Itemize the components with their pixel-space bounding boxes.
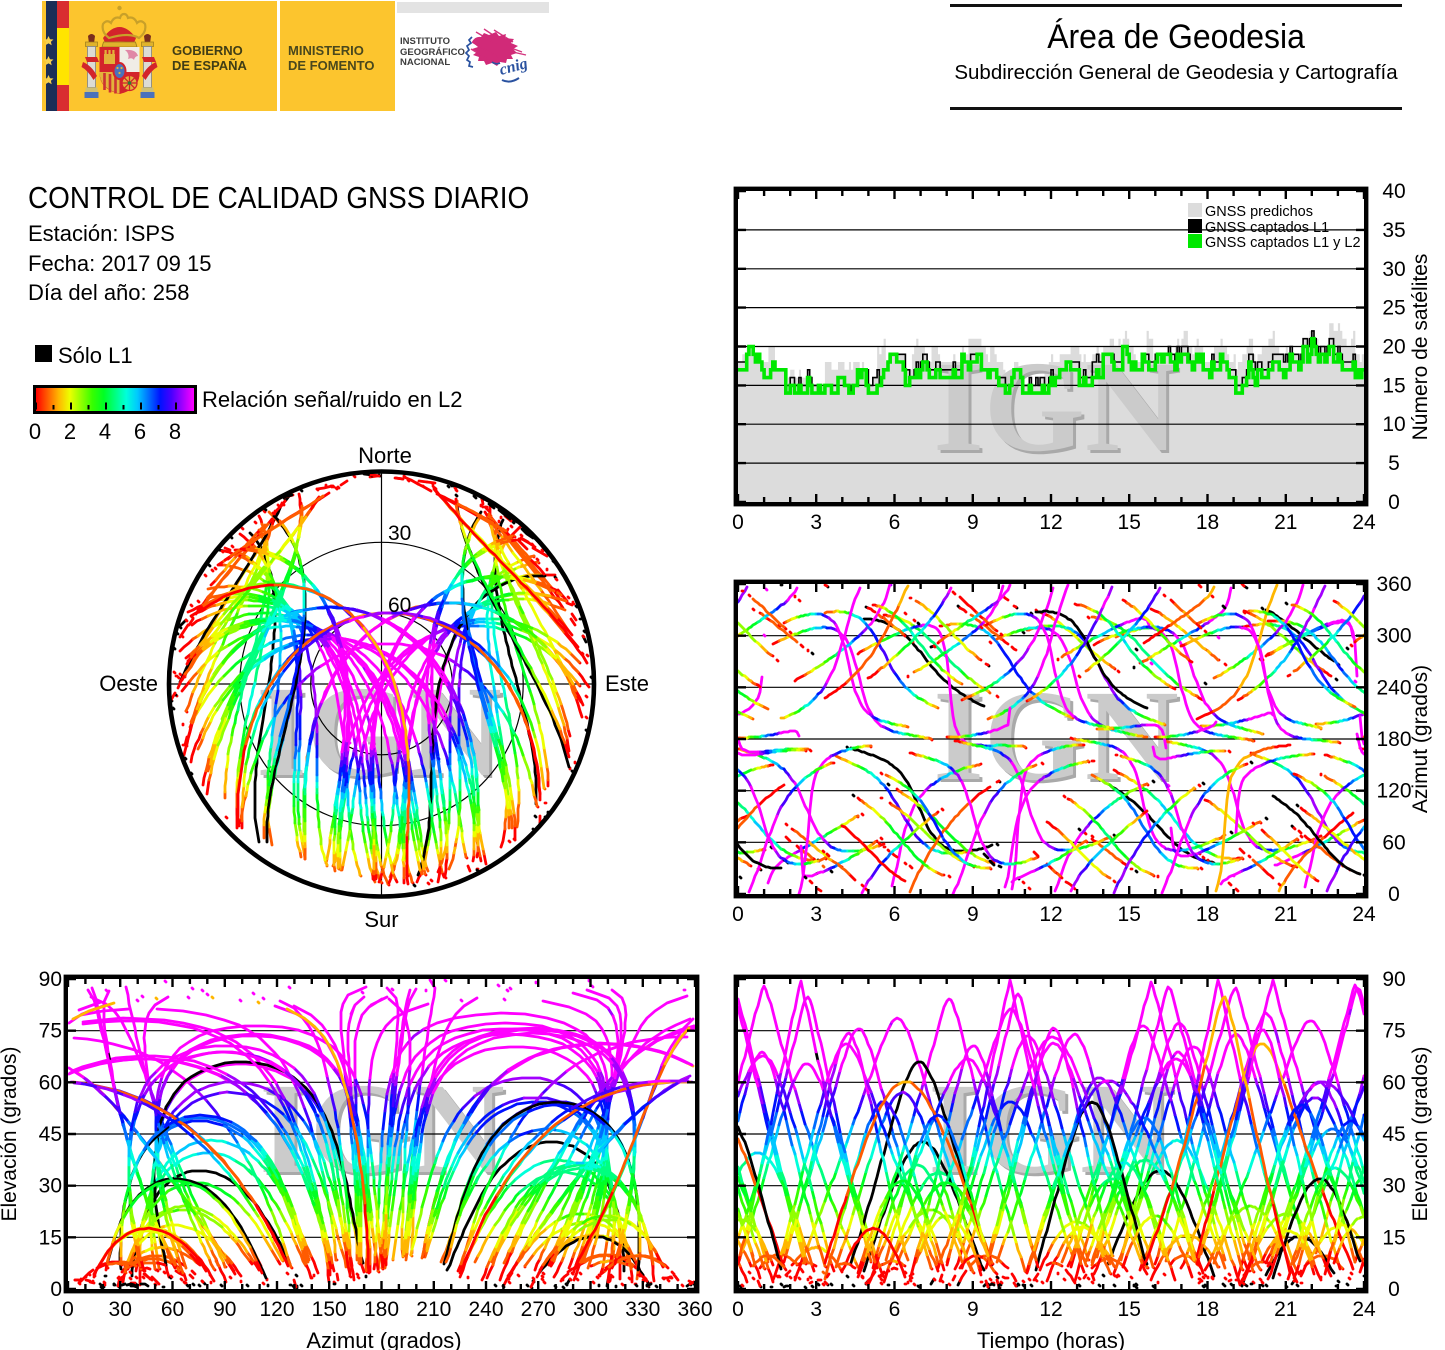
svg-text:60: 60 xyxy=(39,1071,62,1094)
svg-text:10: 10 xyxy=(1382,413,1405,436)
svg-text:GNSS captados L1: GNSS captados L1 xyxy=(1205,220,1329,236)
svg-text:Azimut (grados): Azimut (grados) xyxy=(306,1328,461,1350)
svg-text:21: 21 xyxy=(1274,511,1297,534)
svg-text:9: 9 xyxy=(967,903,979,926)
svg-text:210: 210 xyxy=(416,1298,451,1321)
svg-text:180: 180 xyxy=(1376,728,1411,751)
svg-text:120: 120 xyxy=(1376,780,1411,803)
svg-text:360: 360 xyxy=(677,1298,712,1321)
svg-text:cnig: cnig xyxy=(498,55,530,79)
svg-text:15: 15 xyxy=(1118,1298,1141,1321)
svg-text:240: 240 xyxy=(468,1298,503,1321)
svg-text:30: 30 xyxy=(109,1298,132,1321)
svg-text:120: 120 xyxy=(259,1298,294,1321)
svg-text:0: 0 xyxy=(62,1298,74,1321)
svg-text:90: 90 xyxy=(1382,968,1405,991)
svg-text:30: 30 xyxy=(1382,258,1405,281)
svg-text:300: 300 xyxy=(573,1298,608,1321)
svg-text:0: 0 xyxy=(1388,1278,1400,1301)
svg-text:25: 25 xyxy=(1382,297,1405,320)
svg-text:90: 90 xyxy=(213,1298,236,1321)
svg-text:Elevación (grados): Elevación (grados) xyxy=(0,1046,21,1221)
svg-text:Elevación (grados): Elevación (grados) xyxy=(1409,1046,1432,1221)
svg-text:0: 0 xyxy=(732,1298,744,1321)
svg-text:20: 20 xyxy=(1382,336,1405,359)
svg-text:3: 3 xyxy=(810,511,822,534)
svg-text:Oeste: Oeste xyxy=(99,671,158,696)
svg-text:35: 35 xyxy=(1382,219,1405,242)
svg-text:270: 270 xyxy=(521,1298,556,1321)
svg-text:90: 90 xyxy=(39,968,62,991)
svg-text:Azimut (grados): Azimut (grados) xyxy=(1409,665,1432,813)
svg-text:6: 6 xyxy=(889,1298,901,1321)
svg-text:15: 15 xyxy=(1118,511,1141,534)
svg-text:IGN: IGN xyxy=(933,335,1179,479)
svg-text:12: 12 xyxy=(1039,1298,1062,1321)
svg-text:150: 150 xyxy=(312,1298,347,1321)
svg-text:360: 360 xyxy=(1376,573,1411,596)
svg-text:24: 24 xyxy=(1352,903,1376,926)
svg-text:3: 3 xyxy=(810,1298,822,1321)
svg-text:75: 75 xyxy=(1382,1020,1405,1043)
svg-text:Tiempo (horas): Tiempo (horas) xyxy=(977,1328,1125,1350)
svg-text:240: 240 xyxy=(1376,676,1411,699)
svg-text:GNSS predichos: GNSS predichos xyxy=(1205,204,1313,220)
svg-text:180: 180 xyxy=(364,1298,399,1321)
svg-text:24: 24 xyxy=(1352,511,1376,534)
svg-text:Número de satélites: Número de satélites xyxy=(1409,254,1432,441)
svg-text:0: 0 xyxy=(732,903,744,926)
svg-text:Sur: Sur xyxy=(364,907,398,932)
svg-text:12: 12 xyxy=(1039,511,1062,534)
svg-text:9: 9 xyxy=(967,1298,979,1321)
svg-text:15: 15 xyxy=(1118,903,1141,926)
svg-text:45: 45 xyxy=(1382,1123,1405,1146)
svg-text:30: 30 xyxy=(388,522,411,545)
svg-text:60: 60 xyxy=(1382,831,1405,854)
svg-text:40: 40 xyxy=(1382,180,1405,203)
svg-text:18: 18 xyxy=(1196,511,1219,534)
svg-text:60: 60 xyxy=(388,594,411,617)
svg-text:15: 15 xyxy=(1382,1226,1405,1249)
svg-text:18: 18 xyxy=(1196,1298,1219,1321)
svg-text:300: 300 xyxy=(1376,625,1411,648)
svg-text:15: 15 xyxy=(1382,374,1405,397)
svg-text:30: 30 xyxy=(1382,1175,1405,1198)
svg-text:15: 15 xyxy=(39,1226,62,1249)
svg-text:6: 6 xyxy=(889,903,901,926)
svg-text:21: 21 xyxy=(1274,1298,1297,1321)
svg-text:60: 60 xyxy=(161,1298,184,1321)
svg-text:0: 0 xyxy=(732,511,744,534)
svg-text:0: 0 xyxy=(50,1278,62,1301)
svg-text:12: 12 xyxy=(1039,903,1062,926)
svg-text:5: 5 xyxy=(1388,452,1400,475)
svg-text:0: 0 xyxy=(1388,491,1400,514)
svg-text:9: 9 xyxy=(967,511,979,534)
svg-text:6: 6 xyxy=(889,511,901,534)
svg-text:21: 21 xyxy=(1274,903,1297,926)
svg-text:75: 75 xyxy=(39,1020,62,1043)
svg-text:Norte: Norte xyxy=(358,443,412,468)
svg-text:24: 24 xyxy=(1352,1298,1376,1321)
svg-text:3: 3 xyxy=(810,903,822,926)
svg-text:30: 30 xyxy=(39,1175,62,1198)
svg-text:Este: Este xyxy=(605,671,649,696)
svg-text:18: 18 xyxy=(1196,903,1219,926)
svg-text:60: 60 xyxy=(1382,1071,1405,1094)
svg-text:330: 330 xyxy=(625,1298,660,1321)
svg-text:45: 45 xyxy=(39,1123,62,1146)
svg-text:GNSS captados L1 y L2: GNSS captados L1 y L2 xyxy=(1205,235,1361,251)
svg-text:0: 0 xyxy=(1388,883,1400,906)
